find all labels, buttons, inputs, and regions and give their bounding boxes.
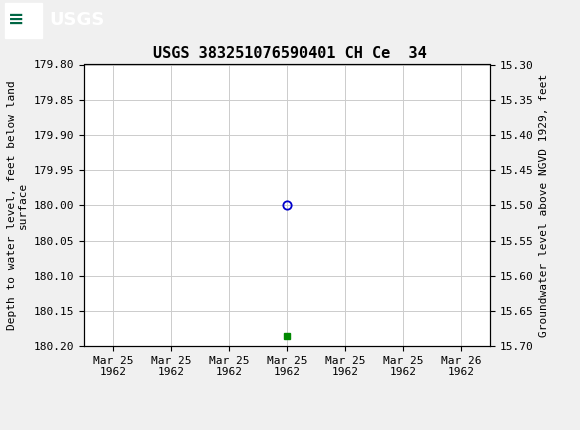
Legend: Period of approved data: Period of approved data bbox=[190, 429, 385, 430]
Bar bbox=[5, 3, 42, 37]
Text: USGS: USGS bbox=[49, 11, 104, 29]
Y-axis label: Depth to water level, feet below land
surface: Depth to water level, feet below land su… bbox=[7, 80, 28, 330]
Y-axis label: Groundwater level above NGVD 1929, feet: Groundwater level above NGVD 1929, feet bbox=[539, 74, 549, 337]
Text: ≡: ≡ bbox=[8, 10, 24, 29]
Text: USGS 383251076590401 CH Ce  34: USGS 383251076590401 CH Ce 34 bbox=[153, 46, 427, 61]
